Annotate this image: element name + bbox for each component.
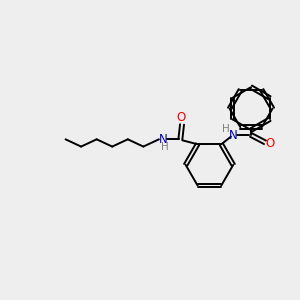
Text: N: N bbox=[159, 133, 168, 146]
Text: O: O bbox=[176, 111, 186, 124]
Text: N: N bbox=[229, 128, 237, 142]
Text: H: H bbox=[222, 124, 230, 134]
Text: H: H bbox=[161, 142, 169, 152]
Text: O: O bbox=[266, 137, 275, 150]
